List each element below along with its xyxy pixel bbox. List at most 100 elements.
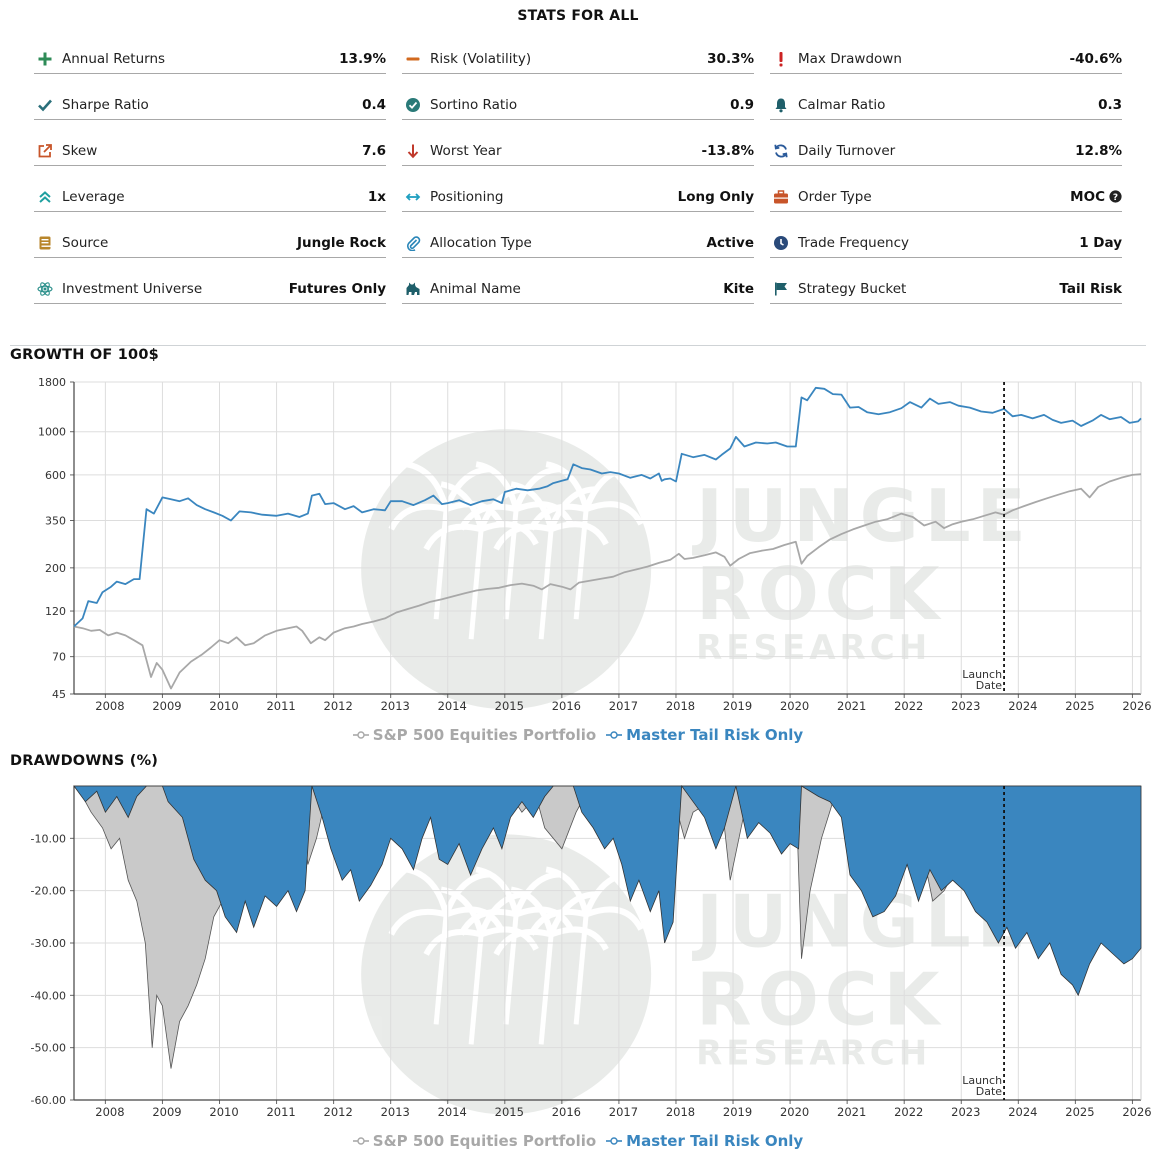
- y-tick-label: 120: [45, 605, 66, 618]
- y-tick-label: 600: [45, 469, 66, 482]
- watermark-palm-trunk: [538, 528, 554, 640]
- stat-value-text: -40.6%: [1069, 50, 1122, 67]
- watermark-palm-leaves: [528, 866, 644, 936]
- x-tick-label: 2019: [723, 699, 752, 713]
- x-tick-label: 2021: [837, 1105, 866, 1119]
- stat-label: Annual Returns: [62, 50, 166, 67]
- series-line-sp500: [73, 473, 1142, 690]
- y-tick-label: -10.00: [31, 832, 66, 845]
- question-circle-icon[interactable]: ?: [1109, 190, 1122, 203]
- x-tick-label: 2008: [95, 1105, 124, 1119]
- x-tick-label: 2015: [495, 1105, 524, 1119]
- x-tick-label: 2026: [1122, 699, 1151, 713]
- y-tick-label: 1000: [38, 426, 66, 439]
- watermark-circle: [361, 834, 652, 1115]
- stat-label: Trade Frequency: [798, 234, 909, 251]
- launch-date-label: Launch: [962, 1074, 1002, 1087]
- watermark-palm-trunk: [433, 914, 449, 1025]
- stat-label: Sortino Ratio: [430, 96, 518, 113]
- legend-marker-icon: [352, 1132, 369, 1150]
- watermark-palm-trunk: [468, 934, 484, 1045]
- legend-item-master[interactable]: Master Tail Risk Only: [606, 1132, 803, 1150]
- arrow-down-icon: [402, 141, 424, 161]
- x-tick-label: 2015: [495, 699, 524, 713]
- check-circle-icon: [402, 95, 424, 115]
- x-tick-label: 2018: [666, 1105, 695, 1119]
- stat-value: Jungle Rock: [297, 235, 386, 251]
- x-tick-label: 2011: [266, 1105, 295, 1119]
- paperclip-icon: [402, 233, 424, 253]
- stat-label: Calmar Ratio: [798, 96, 886, 113]
- stat-value: Tail Risk: [1059, 281, 1122, 297]
- x-tick-label: 2010: [209, 1105, 238, 1119]
- stat-value: Long Only: [678, 189, 754, 205]
- stat-value-text: Kite: [723, 280, 754, 297]
- x-tick-label: 2022: [894, 1105, 923, 1119]
- stat-value-text: Futures Only: [288, 280, 386, 297]
- drawdown-chart-legend[interactable]: S&P 500 Equities Portfolio Master Tail Ri…: [0, 1132, 1156, 1150]
- plus-icon: [34, 49, 56, 69]
- watermark-word: ROCK: [696, 552, 945, 636]
- x-tick-label: 2019: [723, 1105, 752, 1119]
- stat-value: 7.6: [362, 143, 386, 159]
- watermark-circle: [361, 429, 652, 710]
- x-tick-label: 2023: [951, 1105, 980, 1119]
- stat-row: Positioning Long Only: [402, 182, 754, 212]
- stats-grid: Annual Returns 13.9% Sharpe Ratio 0.4 Skew 7.…: [34, 44, 1122, 310]
- y-tick-label: 45: [52, 688, 66, 701]
- stat-label: Daily Turnover: [798, 142, 896, 159]
- stat-value-text: MOC: [1070, 188, 1105, 205]
- watermark-palm-trunk: [468, 528, 484, 640]
- series-line-master: [73, 386, 1142, 628]
- stats-title: STATS FOR ALL: [517, 8, 639, 24]
- flag-icon: [770, 279, 792, 299]
- refresh-icon: [770, 141, 792, 161]
- growth-chart-legend[interactable]: S&P 500 Equities Portfolio Master Tail Ri…: [0, 726, 1156, 744]
- x-tick-label: 2025: [1065, 1105, 1094, 1119]
- y-tick-label: -20.00: [31, 885, 66, 898]
- watermark-word: RESEARCH: [696, 628, 931, 668]
- minus-icon: [402, 49, 424, 69]
- stat-label: Allocation Type: [430, 234, 532, 251]
- stat-value-text: 0.3: [1098, 96, 1122, 113]
- launch-date-label: Launch: [962, 668, 1002, 681]
- legend-item-sp500[interactable]: S&P 500 Equities Portfolio: [352, 1132, 597, 1150]
- x-tick-label: 2024: [1008, 699, 1037, 713]
- watermark-palm-leaves: [458, 866, 574, 936]
- x-tick-label: 2009: [152, 699, 181, 713]
- legend-item-sp500[interactable]: S&P 500 Equities Portfolio: [352, 726, 596, 744]
- stat-value: -40.6%: [1070, 51, 1122, 67]
- stat-value: 1 Day: [1079, 235, 1122, 251]
- y-tick-label: 200: [45, 562, 66, 575]
- atom-icon: [34, 279, 56, 299]
- stat-row: Worst Year -13.8%: [402, 136, 754, 166]
- watermark-palm-trunk: [573, 508, 589, 620]
- stat-value: -13.8%: [702, 143, 754, 159]
- x-tick-label: 2017: [609, 699, 638, 713]
- y-tick-label: -50.00: [31, 1042, 66, 1055]
- launch-date-label: Date: [976, 1085, 1003, 1098]
- stat-value-text: 0.9: [730, 96, 754, 113]
- stat-label: Investment Universe: [62, 280, 203, 297]
- stat-value: Futures Only: [289, 281, 386, 297]
- watermark-palm-leaves: [493, 481, 609, 551]
- x-tick-label: 2010: [209, 699, 238, 713]
- stat-row: Trade Frequency 1 Day: [770, 228, 1122, 258]
- stat-value-text: 1x: [367, 188, 386, 205]
- x-tick-label: 2025: [1065, 699, 1094, 713]
- stat-value: 1x: [368, 189, 386, 205]
- legend-label: S&P 500 Equities Portfolio: [372, 1132, 597, 1150]
- stat-value: 0.3: [1098, 97, 1122, 113]
- y-tick-label: 350: [45, 515, 66, 528]
- legend-label: Master Tail Risk Only: [626, 1132, 804, 1150]
- stat-value: 30.3%: [707, 51, 754, 67]
- x-tick-label: 2012: [324, 1105, 353, 1119]
- stat-label: Skew: [62, 142, 98, 159]
- stat-row: Sharpe Ratio 0.4: [34, 90, 386, 120]
- stat-value-text: Jungle Rock: [296, 234, 386, 251]
- stat-row: Investment Universe Futures Only: [34, 274, 386, 304]
- legend-item-master[interactable]: Master Tail Risk Only: [606, 726, 803, 744]
- stat-value: Kite: [723, 281, 754, 297]
- horizontal-arrows-icon: [402, 187, 424, 207]
